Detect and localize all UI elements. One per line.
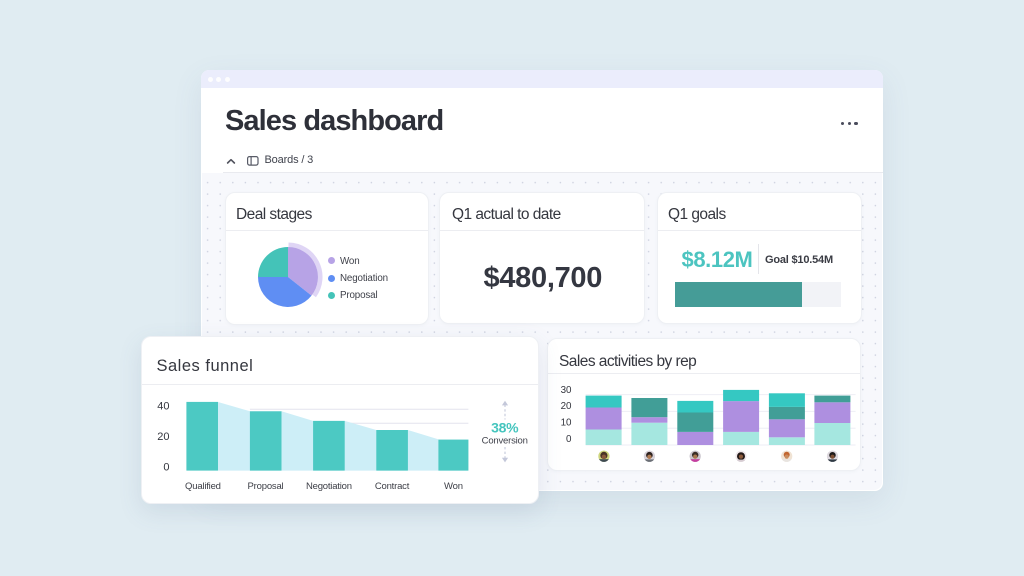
svg-text:38%: 38% — [491, 419, 519, 435]
svg-text:40: 40 — [157, 401, 169, 413]
svg-text:Negotiation: Negotiation — [306, 481, 352, 492]
svg-text:0: 0 — [163, 462, 169, 474]
svg-text:Contract: Contract — [375, 481, 410, 492]
svg-text:Won: Won — [444, 481, 463, 492]
svg-text:0: 0 — [566, 434, 572, 445]
svg-text:Proposal: Proposal — [248, 481, 284, 492]
svg-text:20: 20 — [561, 401, 572, 412]
svg-text:10: 10 — [561, 418, 572, 429]
svg-text:20: 20 — [157, 431, 169, 443]
svg-text:Qualified: Qualified — [185, 481, 221, 492]
svg-text:Conversion: Conversion — [482, 436, 528, 447]
svg-text:30: 30 — [561, 385, 572, 396]
